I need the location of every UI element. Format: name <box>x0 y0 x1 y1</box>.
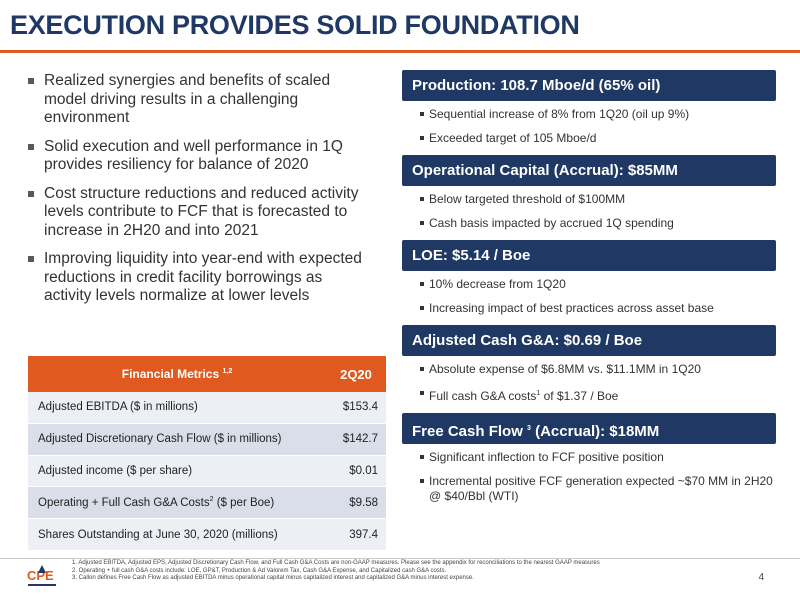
footnotes: 1. Adjusted EBITDA, Adjusted EPS, Adjust… <box>72 560 600 583</box>
bullet-square-icon <box>28 256 34 262</box>
section-item: Sequential increase of 8% from 1Q20 (oil… <box>420 107 776 122</box>
bullet-square-icon <box>420 367 424 371</box>
section-item: Absolute expense of $6.8MM vs. $11.1MM i… <box>420 362 776 377</box>
section-heading: Adjusted Cash G&A: $0.69 / Boe <box>402 325 776 356</box>
left-bullet: Cost structure reductions and reduced ac… <box>28 185 370 241</box>
financial-metrics-table: Financial Metrics 1,2 2Q20 Adjusted EBIT… <box>28 356 386 551</box>
section-item: Exceeded target of 105 Mboe/d <box>420 131 776 146</box>
left-bullet: Improving liquidity into year-end with e… <box>28 250 370 306</box>
left-bullet-list: Realized synergies and benefits of scale… <box>28 72 370 316</box>
section-item: Increasing impact of best practices acro… <box>420 301 776 316</box>
highlight-section: LOE: $5.14 / Boe 10% decrease from 1Q20 … <box>402 240 776 316</box>
logo-derrick-shape <box>38 565 46 573</box>
bullet-square-icon <box>420 391 424 395</box>
bullet-square-icon <box>420 112 424 116</box>
slide-title: EXECUTION PROVIDES SOLID FOUNDATION <box>10 10 580 40</box>
table-header: Financial Metrics 1,2 2Q20 <box>28 356 386 392</box>
table-row: Operating + Full Cash G&A Costs2 ($ per … <box>28 487 386 520</box>
highlight-section: Adjusted Cash G&A: $0.69 / Boe Absolute … <box>402 325 776 404</box>
section-item: 10% decrease from 1Q20 <box>420 277 776 292</box>
section-item: Below targeted threshold of $100MM <box>420 192 776 207</box>
highlight-section: Free Cash Flow 3 (Accrual): $18MM Signif… <box>402 413 776 504</box>
bullet-square-icon <box>28 78 34 84</box>
table-row: Adjusted Discretionary Cash Flow ($ in m… <box>28 423 386 456</box>
page-number: 4 <box>758 572 764 583</box>
section-heading: Production: 108.7 Mboe/d (65% oil) <box>402 70 776 101</box>
bullet-square-icon <box>420 282 424 286</box>
bullet-square-icon <box>420 136 424 140</box>
highlight-section: Production: 108.7 Mboe/d (65% oil) Seque… <box>402 70 776 146</box>
title-divider <box>0 50 800 53</box>
section-heading: Operational Capital (Accrual): $85MM <box>402 155 776 186</box>
table-row: Shares Outstanding at June 30, 2020 (mil… <box>28 519 386 551</box>
bullet-square-icon <box>420 455 424 459</box>
left-bullet: Realized synergies and benefits of scale… <box>28 72 370 128</box>
bullet-square-icon <box>28 143 34 150</box>
highlights-panel: Production: 108.7 Mboe/d (65% oil) Seque… <box>402 70 776 513</box>
header-period: 2Q20 <box>340 366 372 382</box>
section-item: Cash basis impacted by accrued 1Q spendi… <box>420 216 776 231</box>
table-row: Adjusted EBITDA ($ in millions) $153.4 <box>28 392 386 424</box>
left-bullet: Solid execution and well performance in … <box>28 138 370 175</box>
section-item: Significant inflection to FCF positive p… <box>420 450 776 465</box>
bullet-square-icon <box>420 306 424 310</box>
footnote: 2. Operating + full cash G&A costs inclu… <box>72 567 447 574</box>
section-item: Full cash G&A costs1 of $1.37 / Boe <box>420 386 776 404</box>
section-heading: Free Cash Flow 3 (Accrual): $18MM <box>402 413 776 444</box>
section-item: Incremental positive FCF generation expe… <box>420 474 776 504</box>
footnote: 1. Adjusted EBITDA, Adjusted EPS, Adjust… <box>72 560 600 566</box>
section-heading: LOE: $5.14 / Boe <box>402 240 776 271</box>
highlight-section: Operational Capital (Accrual): $85MM Bel… <box>402 155 776 231</box>
bullet-square-icon <box>420 479 424 483</box>
table-row: Adjusted income ($ per share) $0.01 <box>28 455 386 488</box>
bullet-square-icon <box>28 190 34 197</box>
footer-divider <box>0 558 800 559</box>
company-logo-icon: CPE <box>27 565 56 586</box>
footnote: 3. Callon defines Free Cash Flow as adju… <box>72 575 474 581</box>
bullet-square-icon <box>420 221 424 225</box>
logo-text: CPE <box>27 568 54 583</box>
bullet-square-icon <box>420 197 424 201</box>
logo-base-bar <box>28 584 56 586</box>
header-label: Financial Metrics 1,2 <box>121 367 233 381</box>
